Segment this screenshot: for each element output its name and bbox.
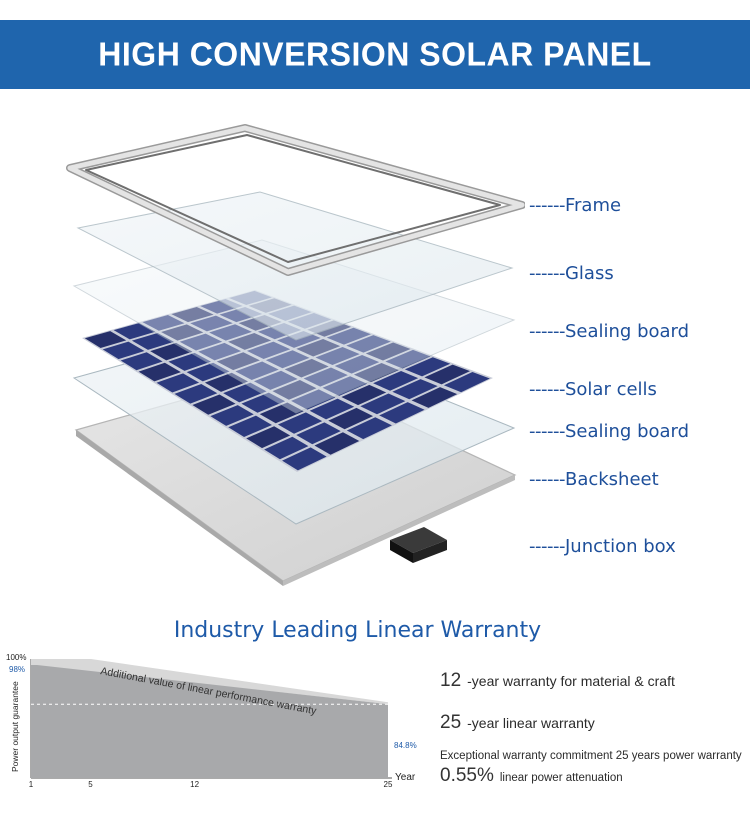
warranty-attenuation: 0.55% linear power attenuation: [440, 765, 623, 786]
page-title: HIGH CONVERSION SOLAR PANEL: [98, 35, 652, 73]
chart-ylabel: Power output guarantee: [10, 681, 20, 772]
solar-cell: [443, 372, 490, 393]
solar-cell: [404, 357, 451, 377]
solar-cell: [228, 415, 272, 438]
solar-cell: [360, 393, 406, 415]
chart-warranty-band: [31, 659, 388, 705]
label-glass: ------Glass: [529, 263, 614, 284]
solar-cell: [277, 412, 323, 434]
label-sealing-board-upper: ------Sealing board: [529, 321, 690, 342]
solar-cell: [282, 447, 327, 471]
chart-x-tick: 1: [29, 780, 34, 789]
warranty-heading: Industry Leading Linear Warranty: [173, 618, 542, 643]
solar-cell: [373, 371, 419, 391]
solar-cell: [138, 362, 181, 382]
frame-layer: [66, 124, 525, 276]
chart-y-top-label: 100%: [6, 653, 26, 662]
chart-end-label: 84.8%: [394, 741, 417, 750]
label-junction-box: ------Junction box: [529, 536, 676, 557]
solar-cell: [156, 373, 200, 393]
chart-x-tick: 25: [384, 780, 393, 789]
solar-cell: [84, 331, 127, 348]
label-frame: ------Frame: [529, 195, 622, 216]
solar-cell: [120, 352, 163, 371]
warranty-chart: Power output guarantee 100% 98% 84.8% Ad…: [6, 653, 417, 789]
label-sealing-board-lower: ------Sealing board: [529, 421, 690, 442]
warranty-line-linear: 25 -year linear warranty: [440, 712, 595, 733]
solar-cell: [210, 405, 254, 426]
chart-xlabel: Year: [395, 772, 416, 783]
junction-box: [390, 527, 447, 563]
solar-cell: [174, 383, 218, 404]
solar-cell: [192, 394, 236, 415]
label-backsheet: ------Backsheet: [529, 469, 659, 490]
solar-cell: [392, 379, 438, 400]
solar-cell: [346, 417, 392, 440]
solar-cell: [424, 364, 471, 385]
solar-cell: [102, 341, 145, 360]
chart-area: [31, 664, 388, 778]
chart-x-tick: 5: [88, 780, 93, 789]
solar-panel-exploded-diagram: [66, 124, 525, 586]
solar-cell: [341, 384, 387, 406]
solar-cell: [246, 426, 291, 449]
solar-cell: [328, 407, 374, 430]
solar-cell: [379, 402, 425, 424]
chart-x-tick: 12: [190, 780, 199, 789]
solar-cell: [296, 422, 341, 445]
solar-cell: [314, 432, 360, 455]
warranty-commitment: Exceptional warranty commitment 25 years…: [440, 750, 742, 762]
solar-cell: [264, 436, 309, 460]
chart-start-label: 98%: [9, 665, 25, 674]
solar-cell: [309, 398, 355, 420]
label-solar-cells: ------Solar cells: [529, 379, 657, 400]
solar-cell: [411, 387, 458, 408]
title-banner: HIGH CONVERSION SOLAR PANEL: [0, 20, 750, 89]
warranty-line-material: 12 -year warranty for material & craft: [440, 670, 675, 691]
